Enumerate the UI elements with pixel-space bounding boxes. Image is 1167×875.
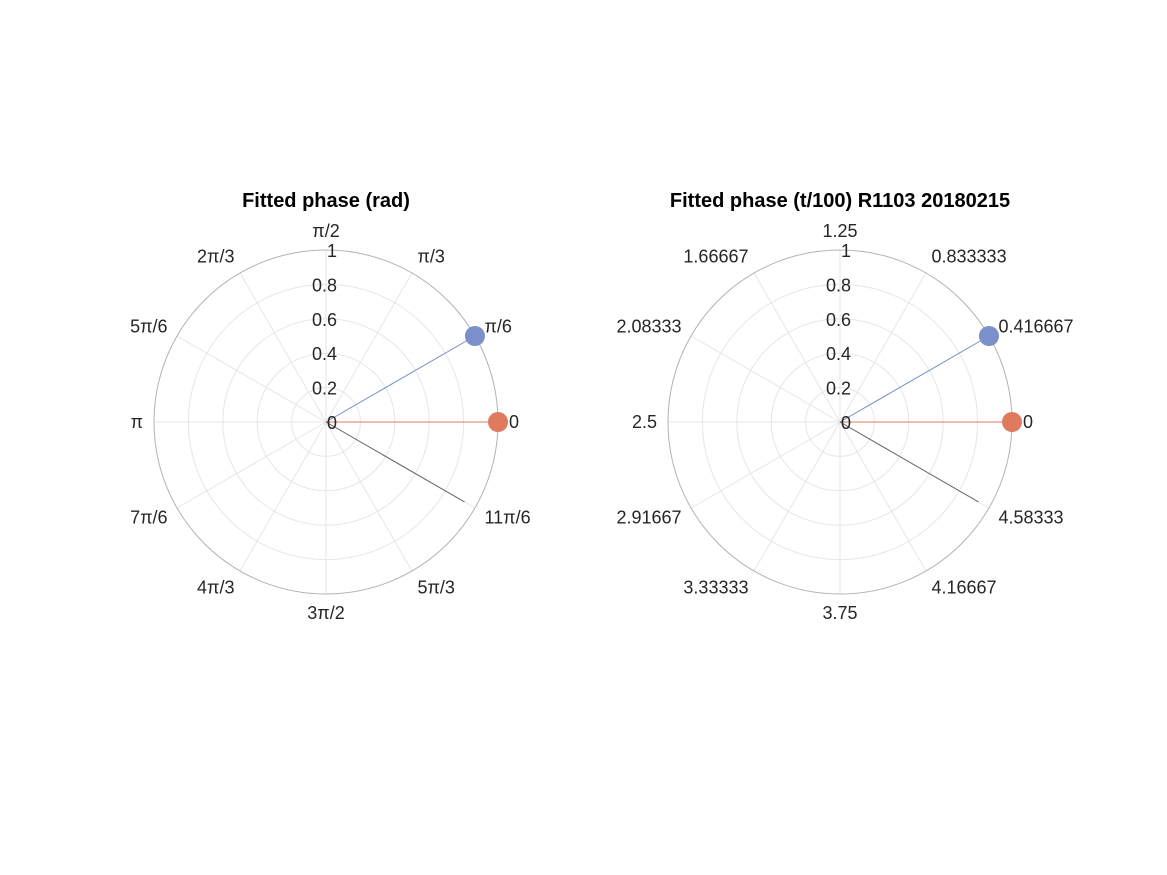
series-marker <box>1002 412 1022 432</box>
theta-grid-line <box>753 421 841 572</box>
theta-grid-line <box>239 421 327 572</box>
theta-tick-label: 3.75 <box>822 603 857 623</box>
theta-grid-line <box>325 272 413 423</box>
r-tick-label: 0 <box>327 413 337 433</box>
theta-grid-line <box>325 421 413 572</box>
theta-tick-label: 0 <box>1023 412 1033 432</box>
theta-grid-line <box>176 335 327 423</box>
theta-tick-label: 4.58333 <box>998 508 1063 528</box>
r-tick-label: 0.2 <box>312 379 337 399</box>
theta-tick-label: π/2 <box>312 221 339 241</box>
theta-grid-line <box>690 421 841 509</box>
series-marker <box>978 326 999 346</box>
theta-tick-label: 11π/6 <box>484 508 530 528</box>
r-tick-label: 0 <box>841 413 851 433</box>
theta-grid-line <box>690 335 841 423</box>
theta-tick-label: 1.25 <box>822 221 857 241</box>
theta-grid-line <box>239 272 327 423</box>
polar-chart-rad: Fitted phase (rad) 0 0.2 0.4 0.6 0.8 1 0 π/6 π/3… <box>130 190 531 623</box>
theta-tick-label: 0.416667 <box>998 317 1073 337</box>
r-tick-label: 0.8 <box>312 275 337 295</box>
theta-tick-label: 2.08333 <box>616 317 681 337</box>
r-tick-label: 0.6 <box>826 310 851 330</box>
r-tick-label: 0.4 <box>826 344 851 364</box>
series-marker <box>488 412 508 432</box>
series-line <box>839 335 990 423</box>
theta-tick-label: 4.16667 <box>932 577 997 597</box>
theta-tick-label: 5π/6 <box>130 317 167 337</box>
chart-title: Fitted phase (t/100) R1103 20180215 <box>670 190 1010 212</box>
r-tick-label: 1 <box>841 241 851 261</box>
series-line <box>839 421 979 503</box>
theta-tick-label: 2.91667 <box>616 508 681 528</box>
theta-tick-label: 2π/3 <box>197 247 234 267</box>
series-line <box>325 421 465 503</box>
r-tick-label: 0.2 <box>826 379 851 399</box>
theta-tick-label: 7π/6 <box>130 508 167 528</box>
r-tick-label: 0.4 <box>312 344 337 364</box>
chart-title: Fitted phase (rad) <box>242 190 410 212</box>
theta-tick-label: 3π/2 <box>307 603 344 623</box>
theta-grid-line <box>753 272 841 423</box>
theta-tick-label: 3.33333 <box>683 577 748 597</box>
theta-tick-label: 5π/3 <box>418 577 455 597</box>
theta-tick-label: π/3 <box>418 247 445 267</box>
theta-grid-line <box>176 421 327 509</box>
theta-tick-label: 2.5 <box>632 412 657 432</box>
r-tick-label: 0.6 <box>312 310 337 330</box>
theta-tick-label: π <box>131 412 143 432</box>
theta-tick-label: 4π/3 <box>197 577 234 597</box>
theta-tick-label: π/6 <box>484 317 511 337</box>
theta-tick-label: 1.66667 <box>683 247 748 267</box>
series-marker <box>464 326 485 346</box>
theta-tick-label: 0 <box>509 412 519 432</box>
theta-grid-line <box>839 272 927 423</box>
r-tick-label: 0.8 <box>826 275 851 295</box>
theta-grid-line <box>839 421 927 572</box>
r-tick-label: 1 <box>327 241 337 261</box>
series-line <box>325 335 476 423</box>
theta-tick-label: 0.833333 <box>932 247 1007 267</box>
polar-chart-time: Fitted phase (t/100) R1103 20180215 0 0.2… <box>616 190 1073 623</box>
